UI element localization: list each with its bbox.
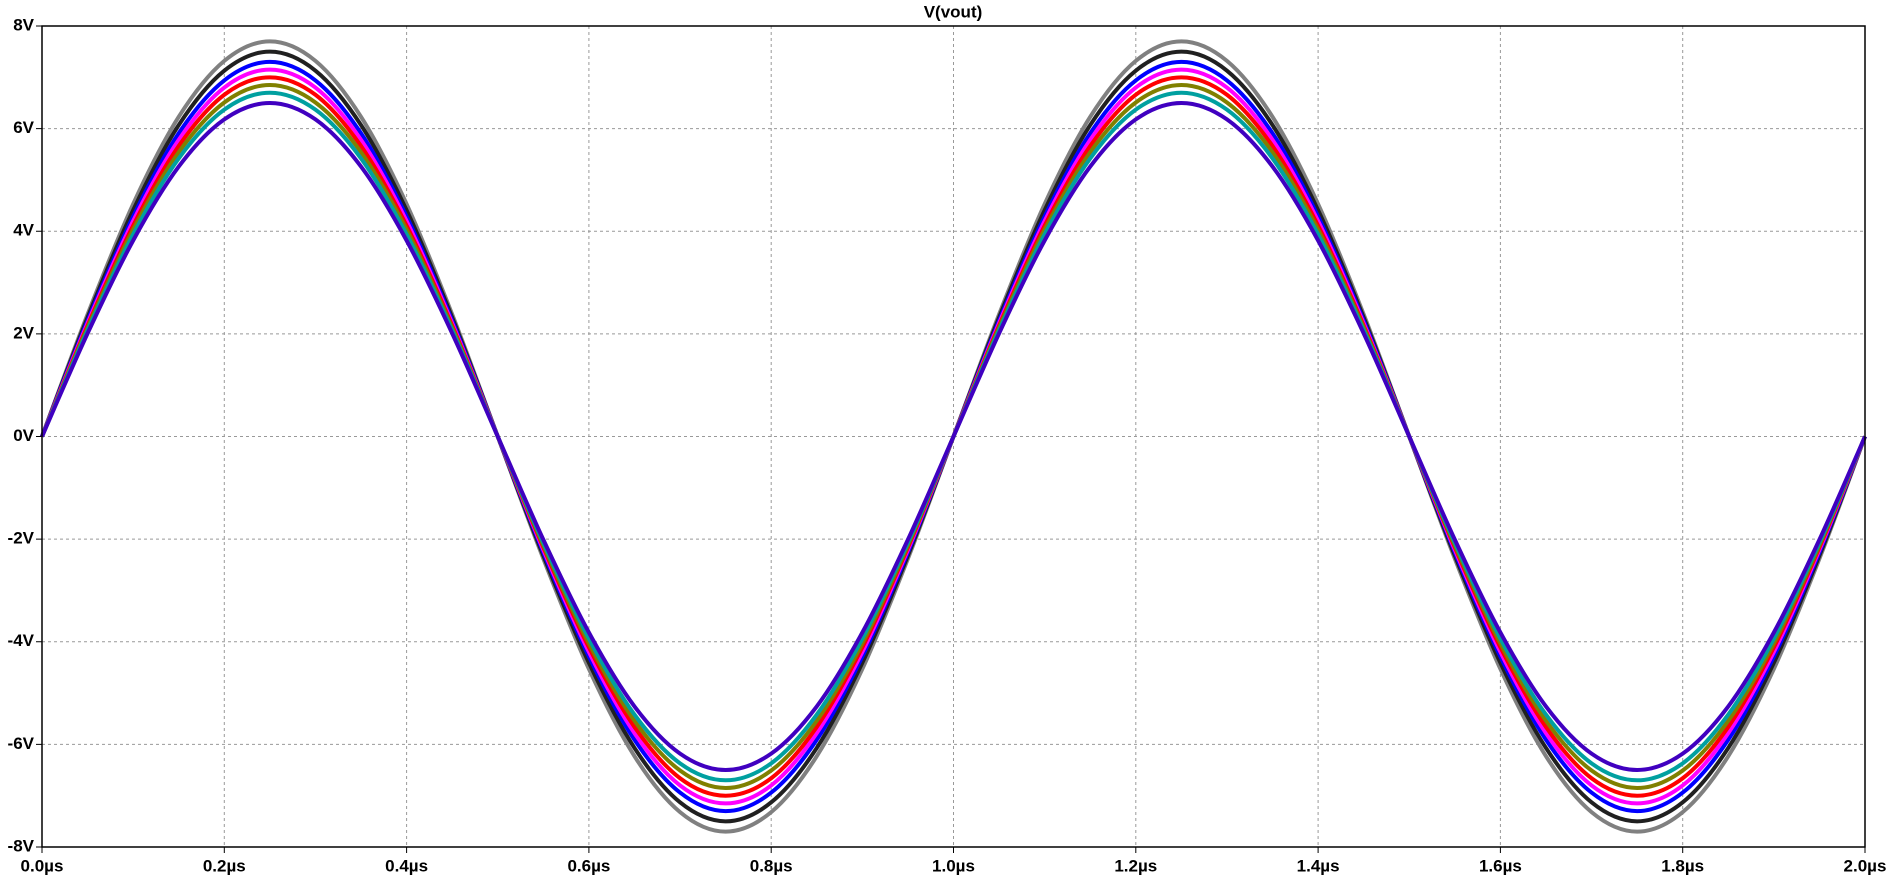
- chart-title: V(vout): [924, 2, 983, 21]
- y-tick-label: 2V: [13, 323, 34, 342]
- y-tick-label: -4V: [8, 631, 35, 650]
- x-tick-label: 1.0µs: [932, 856, 975, 875]
- x-tick-label: 1.6µs: [1479, 856, 1522, 875]
- x-tick-label: 1.8µs: [1661, 856, 1704, 875]
- y-tick-label: -2V: [8, 529, 35, 548]
- y-tick-label: 0V: [13, 426, 34, 445]
- y-tick-label: 6V: [13, 118, 34, 137]
- plot-frame: [41, 25, 1866, 848]
- x-tick-label: 2.0µs: [1844, 856, 1887, 875]
- x-tick-label: 0.8µs: [750, 856, 793, 875]
- y-tick-label: -8V: [8, 836, 35, 855]
- series-line: [40, 100, 1867, 773]
- x-tick-label: 1.4µs: [1297, 856, 1340, 875]
- y-tick-label: -6V: [8, 734, 35, 753]
- x-tick-label: 0.2µs: [203, 856, 246, 875]
- y-tick-label: 8V: [13, 15, 34, 34]
- y-tick-label: 4V: [13, 221, 34, 240]
- x-tick-label: 0.0µs: [21, 856, 64, 875]
- x-tick-label: 0.6µs: [567, 856, 610, 875]
- x-tick-label: 1.2µs: [1114, 856, 1157, 875]
- x-tick-label: 0.4µs: [385, 856, 428, 875]
